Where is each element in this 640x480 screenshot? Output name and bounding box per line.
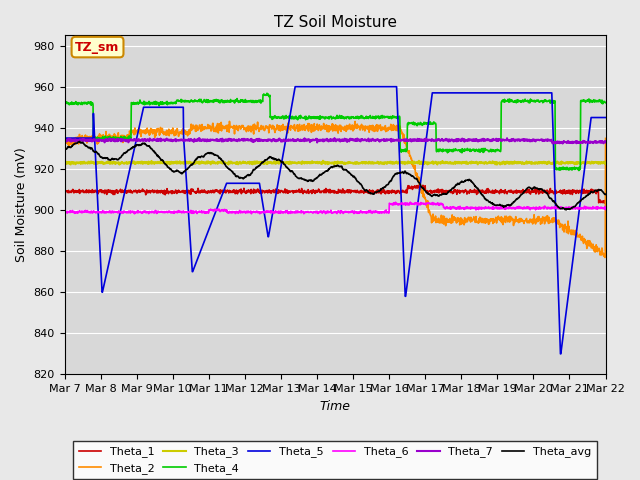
Theta_avg — [291, 171, 298, 177]
Theta_6 — [369, 209, 376, 215]
Theta_5 — [102, 272, 110, 277]
Theta_3 — [61, 161, 68, 167]
Text: TZ_sm: TZ_sm — [76, 41, 120, 54]
Theta_3 — [369, 160, 376, 166]
Line: Theta_5: Theta_5 — [65, 87, 605, 354]
Theta_3 — [493, 162, 500, 168]
Theta_avg — [103, 155, 111, 161]
Theta_6 — [291, 210, 298, 216]
Theta_6 — [131, 211, 138, 216]
Theta_5 — [557, 351, 564, 357]
Theta_2 — [125, 132, 132, 138]
Theta_7 — [369, 136, 376, 142]
Theta_6 — [602, 205, 609, 211]
Theta_5 — [291, 84, 299, 90]
Theta_4 — [263, 90, 271, 96]
Theta_2 — [312, 126, 319, 132]
Theta_1 — [301, 189, 309, 194]
Theta_5 — [602, 115, 609, 120]
Theta_7 — [61, 136, 68, 142]
Y-axis label: Soil Moisture (mV): Soil Moisture (mV) — [15, 147, 28, 262]
Theta_5 — [290, 90, 298, 96]
Theta_1 — [125, 188, 132, 193]
Theta_7 — [301, 137, 309, 143]
Theta_4 — [369, 113, 376, 119]
Theta_7 — [290, 138, 298, 144]
Line: Theta_2: Theta_2 — [65, 121, 605, 257]
Theta_6 — [406, 199, 414, 205]
Theta_avg — [602, 192, 609, 197]
Theta_1 — [61, 190, 68, 195]
Theta_6 — [125, 210, 132, 216]
Theta_7 — [559, 141, 566, 146]
Theta_1 — [290, 188, 298, 194]
Theta_1 — [602, 200, 609, 206]
Line: Theta_7: Theta_7 — [65, 138, 605, 144]
Theta_2 — [291, 122, 298, 128]
Theta_6 — [102, 209, 110, 215]
Theta_avg — [76, 139, 84, 144]
Theta_5 — [312, 84, 319, 90]
Theta_avg — [302, 178, 310, 183]
Theta_4 — [302, 117, 310, 122]
Theta_6 — [61, 210, 68, 216]
Theta_5 — [61, 135, 68, 141]
Line: Theta_1: Theta_1 — [65, 185, 605, 203]
Theta_6 — [312, 210, 319, 216]
Theta_4 — [291, 115, 298, 120]
Theta_avg — [312, 176, 319, 182]
Theta_2 — [102, 134, 110, 140]
Theta_4 — [125, 134, 132, 140]
Theta_3 — [290, 160, 298, 166]
Theta_3 — [102, 160, 110, 166]
Theta_7 — [331, 135, 339, 141]
Theta_2 — [302, 125, 310, 131]
Theta_3 — [602, 161, 609, 167]
X-axis label: Time: Time — [319, 400, 351, 413]
Theta_1 — [311, 191, 319, 196]
Theta_2 — [226, 119, 234, 124]
Theta_6 — [302, 209, 310, 215]
Theta_1 — [601, 200, 609, 206]
Theta_5 — [125, 172, 132, 178]
Theta_avg — [61, 147, 68, 153]
Legend: Theta_1, Theta_2, Theta_3, Theta_4, Theta_5, Theta_6, Theta_7, Theta_avg: Theta_1, Theta_2, Theta_3, Theta_4, Thet… — [73, 441, 597, 480]
Line: Theta_6: Theta_6 — [65, 202, 605, 214]
Theta_avg — [563, 207, 570, 213]
Line: Theta_3: Theta_3 — [65, 161, 605, 165]
Title: TZ Soil Moisture: TZ Soil Moisture — [273, 15, 397, 30]
Theta_5 — [302, 84, 310, 90]
Theta_5 — [369, 84, 376, 90]
Theta_4 — [312, 115, 319, 120]
Theta_7 — [125, 140, 132, 145]
Theta_7 — [602, 139, 609, 144]
Theta_4 — [602, 100, 609, 106]
Theta_1 — [369, 187, 376, 193]
Theta_4 — [575, 168, 582, 173]
Theta_7 — [311, 137, 319, 143]
Theta_avg — [369, 191, 376, 197]
Theta_2 — [369, 122, 376, 128]
Theta_1 — [102, 188, 110, 193]
Theta_3 — [319, 158, 327, 164]
Theta_3 — [301, 159, 309, 165]
Theta_2 — [61, 138, 68, 144]
Theta_4 — [61, 100, 68, 106]
Theta_3 — [125, 160, 132, 166]
Theta_2 — [602, 135, 609, 141]
Line: Theta_4: Theta_4 — [65, 93, 605, 170]
Theta_3 — [311, 159, 319, 165]
Theta_4 — [102, 135, 110, 141]
Theta_avg — [125, 147, 132, 153]
Line: Theta_avg: Theta_avg — [65, 142, 605, 210]
Theta_2 — [601, 254, 609, 260]
Theta_1 — [419, 182, 427, 188]
Theta_7 — [102, 137, 110, 143]
